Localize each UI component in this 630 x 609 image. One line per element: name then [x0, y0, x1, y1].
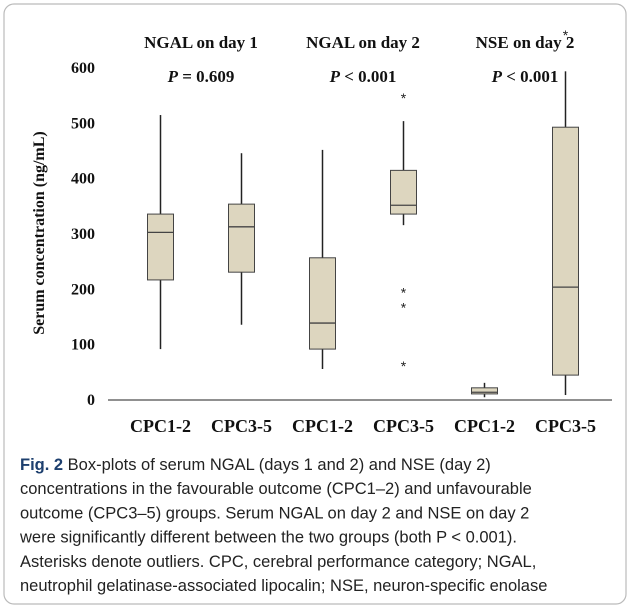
x-tick-label: CPC1-2 [454, 416, 515, 436]
outlier: * [401, 90, 407, 106]
p-label: P [329, 67, 341, 86]
caption-line: neutrophil gelatinase-associated lipocal… [20, 577, 547, 595]
caption-line: Fig. 2 Box-plots of serum NGAL (days 1 a… [20, 456, 491, 474]
p-value: < 0.001 [502, 67, 558, 86]
outlier: * [401, 358, 407, 374]
y-tick-label: 400 [71, 171, 95, 188]
caption-text: outcome (CPC3–5) groups. Serum NGAL on d… [20, 504, 529, 522]
caption-line: were significantly different between the… [19, 529, 517, 547]
outlier: * [401, 299, 407, 315]
x-tick-label: CPC3-5 [535, 416, 596, 436]
caption-text: neutrophil gelatinase-associated lipocal… [20, 577, 547, 595]
x-tick-label: CPC1-2 [130, 416, 191, 436]
outlier: * [401, 284, 407, 300]
y-tick-label: 500 [71, 115, 95, 132]
box [309, 257, 336, 350]
y-tick-label: 0 [87, 392, 95, 409]
y-tick-label: 600 [71, 60, 95, 77]
group-title: NSE on day 2 [476, 33, 575, 52]
y-tick-label: 300 [71, 226, 95, 243]
caption-line: outcome (CPC3–5) groups. Serum NGAL on d… [20, 504, 529, 522]
box [552, 126, 579, 376]
caption-label: Fig. 2 [20, 456, 63, 474]
p-label: P [167, 67, 179, 86]
group-title: NGAL on day 1 [144, 33, 258, 52]
caption-text: Box-plots of serum NGAL (days 1 and 2) a… [63, 456, 491, 474]
y-axis-label: Serum concentration (ng/mL) [31, 131, 48, 335]
caption-line: Asterisks denote outliers. CPC, cerebral… [20, 553, 536, 571]
frame [3, 3, 627, 605]
caption-text: concentrations in the favourable outcome… [20, 480, 532, 498]
group-p: P < 0.001 [491, 67, 559, 86]
box [147, 213, 174, 281]
p-value: < 0.001 [340, 67, 396, 86]
group-title: NGAL on day 2 [306, 33, 420, 52]
group-p: P < 0.001 [329, 67, 397, 86]
outlier: * [563, 27, 569, 43]
p-value: = 0.609 [178, 67, 234, 86]
x-tick-label: CPC3-5 [373, 416, 434, 436]
group-p: P = 0.609 [167, 67, 235, 86]
y-tick-label: 200 [71, 281, 95, 298]
p-label: P [491, 67, 503, 86]
x-tick-label: CPC1-2 [292, 416, 353, 436]
box [471, 387, 498, 395]
caption-text: were significantly different between the… [19, 529, 517, 547]
box [228, 203, 255, 273]
y-tick-label: 100 [71, 337, 95, 354]
caption-line: concentrations in the favourable outcome… [20, 480, 532, 498]
caption-text: Asterisks denote outliers. CPC, cerebral… [20, 553, 536, 571]
box [390, 169, 417, 215]
x-tick-label: CPC3-5 [211, 416, 272, 436]
